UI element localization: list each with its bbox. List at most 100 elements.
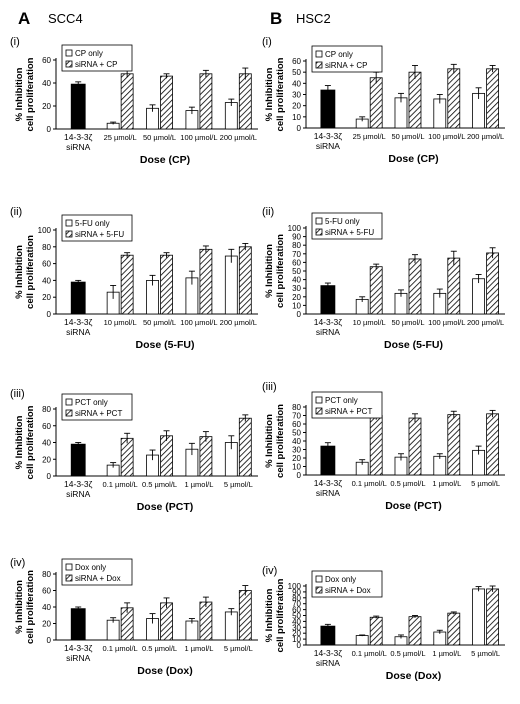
y-axis-label-line2: cell proliferation: [25, 235, 36, 309]
legend-entry: siRNA + 5-FU: [75, 230, 124, 239]
x-axis-label: Dose (5-FU): [384, 339, 443, 351]
x-tick-label: 200 µmol/L: [220, 133, 257, 142]
bar-sirna-plus-drug: [238, 417, 252, 477]
x-axis-label: Dose (PCT): [137, 501, 194, 513]
chart-sub-label: (i): [10, 36, 20, 48]
y-tick-label: 0: [297, 124, 302, 133]
x-tick-label: 0.1 µmol/L: [103, 480, 138, 489]
x-tick-label: 10 µmol/L: [104, 318, 137, 327]
y-tick-label: 0: [47, 472, 52, 481]
bar-drug-only: [355, 635, 369, 646]
control-label-line2: siRNA: [66, 653, 90, 663]
y-tick-label: 60: [42, 422, 51, 431]
legend-box: [61, 44, 133, 72]
bar-sirna-plus-drug: [408, 616, 422, 646]
x-tick-label: 5 µmol/L: [471, 649, 500, 658]
legend-entry: CP only: [325, 50, 353, 59]
x-axis-label: Dose (CP): [388, 153, 438, 165]
control-label-line2: siRNA: [66, 142, 90, 152]
x-tick-label: 200 µmol/L: [467, 318, 504, 327]
x-tick-label: 5 µmol/L: [224, 644, 253, 653]
y-axis-label-line1: % Inhibition: [264, 414, 275, 468]
bar-control-sirna: [70, 83, 86, 130]
y-tick-label: 20: [292, 102, 301, 111]
y-tick-label: 0: [297, 641, 302, 650]
legend-swatch: [65, 219, 73, 227]
legend-swatch: [65, 398, 73, 406]
y-axis-label-line2: cell proliferation: [25, 405, 36, 479]
bar-sirna-plus-drug: [486, 588, 499, 646]
panel-a-cell-line: SCC4: [48, 11, 83, 26]
y-tick-label: 40: [292, 437, 301, 446]
panel-a-header: A SCC4: [18, 9, 83, 28]
bar-sirna-plus-drug: [238, 590, 252, 641]
y-tick-label: 60: [42, 56, 51, 65]
bar-sirna-plus-drug: [160, 75, 173, 130]
legend-entry: 5-FU only: [325, 217, 360, 226]
bar-sirna-plus-drug: [369, 415, 383, 476]
chart-a-1: (i) 0 20 40 60 % Inhibition cell proliferation…: [10, 36, 258, 166]
bar-sirna-plus-drug: [486, 413, 499, 476]
chart-sub-label: (iii): [262, 381, 277, 393]
y-tick-label: 100: [38, 226, 52, 235]
y-tick-label: 80: [292, 403, 301, 412]
panel-b-header: B HSC2: [270, 9, 331, 28]
chart-sub-label: (ii): [10, 206, 22, 218]
x-tick-label: 1 µmol/L: [432, 649, 461, 658]
legend-swatch: [315, 61, 323, 69]
y-tick-label: 60: [292, 258, 301, 267]
bar-sirna-plus-drug: [408, 258, 422, 315]
bar-drug-only: [472, 588, 485, 646]
y-tick-label: 60: [292, 57, 301, 66]
bar-sirna-plus-drug: [120, 254, 134, 315]
bar-sirna-plus-drug: [408, 71, 422, 129]
x-tick-label: 100 µmol/L: [180, 318, 217, 327]
bar-sirna-plus-drug: [120, 73, 134, 130]
bar-drug-only: [185, 620, 199, 641]
control-label-line1: 14-3-3ζ: [64, 479, 93, 489]
bar-control-sirna: [320, 445, 336, 476]
x-tick-label: 100 µmol/L: [428, 132, 465, 141]
x-tick-label: 0.1 µmol/L: [352, 479, 387, 488]
legend-entry: siRNA + PCT: [325, 407, 372, 416]
y-tick-label: 20: [42, 455, 51, 464]
y-axis-label-line2: cell proliferation: [275, 57, 286, 131]
legend-swatch: [315, 586, 323, 594]
legend: Dox only siRNA + Dox: [311, 570, 383, 598]
y-tick-label: 80: [292, 241, 301, 250]
legend-entry: siRNA + PCT: [75, 409, 122, 418]
x-tick-label: 0.5 µmol/L: [390, 479, 425, 488]
y-tick-label: 50: [292, 267, 301, 276]
legend-entry: Dox only: [75, 563, 106, 572]
x-tick-label: 0.5 µmol/L: [142, 480, 177, 489]
y-axis-label-line2: cell proliferation: [275, 234, 286, 308]
y-tick-label: 20: [292, 454, 301, 463]
legend-entry: PCT only: [325, 396, 358, 405]
bar-sirna-plus-drug: [199, 73, 213, 130]
y-tick-label: 40: [42, 439, 51, 448]
chart-sub-label: (iv): [262, 565, 277, 577]
legend-entry: siRNA + Dox: [325, 586, 371, 595]
y-tick-label: 20: [42, 620, 51, 629]
y-axis-label-line2: cell proliferation: [275, 404, 286, 478]
x-tick-label: 5 µmol/L: [224, 480, 253, 489]
y-tick-label: 80: [42, 243, 51, 252]
legend-box: [311, 45, 383, 73]
control-label-line2: siRNA: [316, 327, 340, 337]
x-tick-label: 0.5 µmol/L: [142, 644, 177, 653]
legend-swatch: [65, 49, 73, 57]
y-axis-label-line1: % Inhibition: [14, 580, 25, 634]
bar-control-sirna: [70, 608, 86, 641]
x-axis-label: Dose (Dox): [137, 665, 192, 677]
y-tick-label: 10: [292, 635, 301, 644]
bar-control-sirna: [70, 281, 86, 315]
x-tick-label: 100 µmol/L: [180, 133, 217, 142]
y-tick-label: 40: [42, 603, 51, 612]
x-tick-label: 1 µmol/L: [432, 479, 461, 488]
legend: PCT only siRNA + PCT: [311, 391, 383, 419]
y-tick-label: 40: [292, 617, 301, 626]
y-axis-label: % Inhibition cell proliferation: [264, 234, 286, 308]
bar-sirna-plus-drug: [160, 254, 173, 315]
